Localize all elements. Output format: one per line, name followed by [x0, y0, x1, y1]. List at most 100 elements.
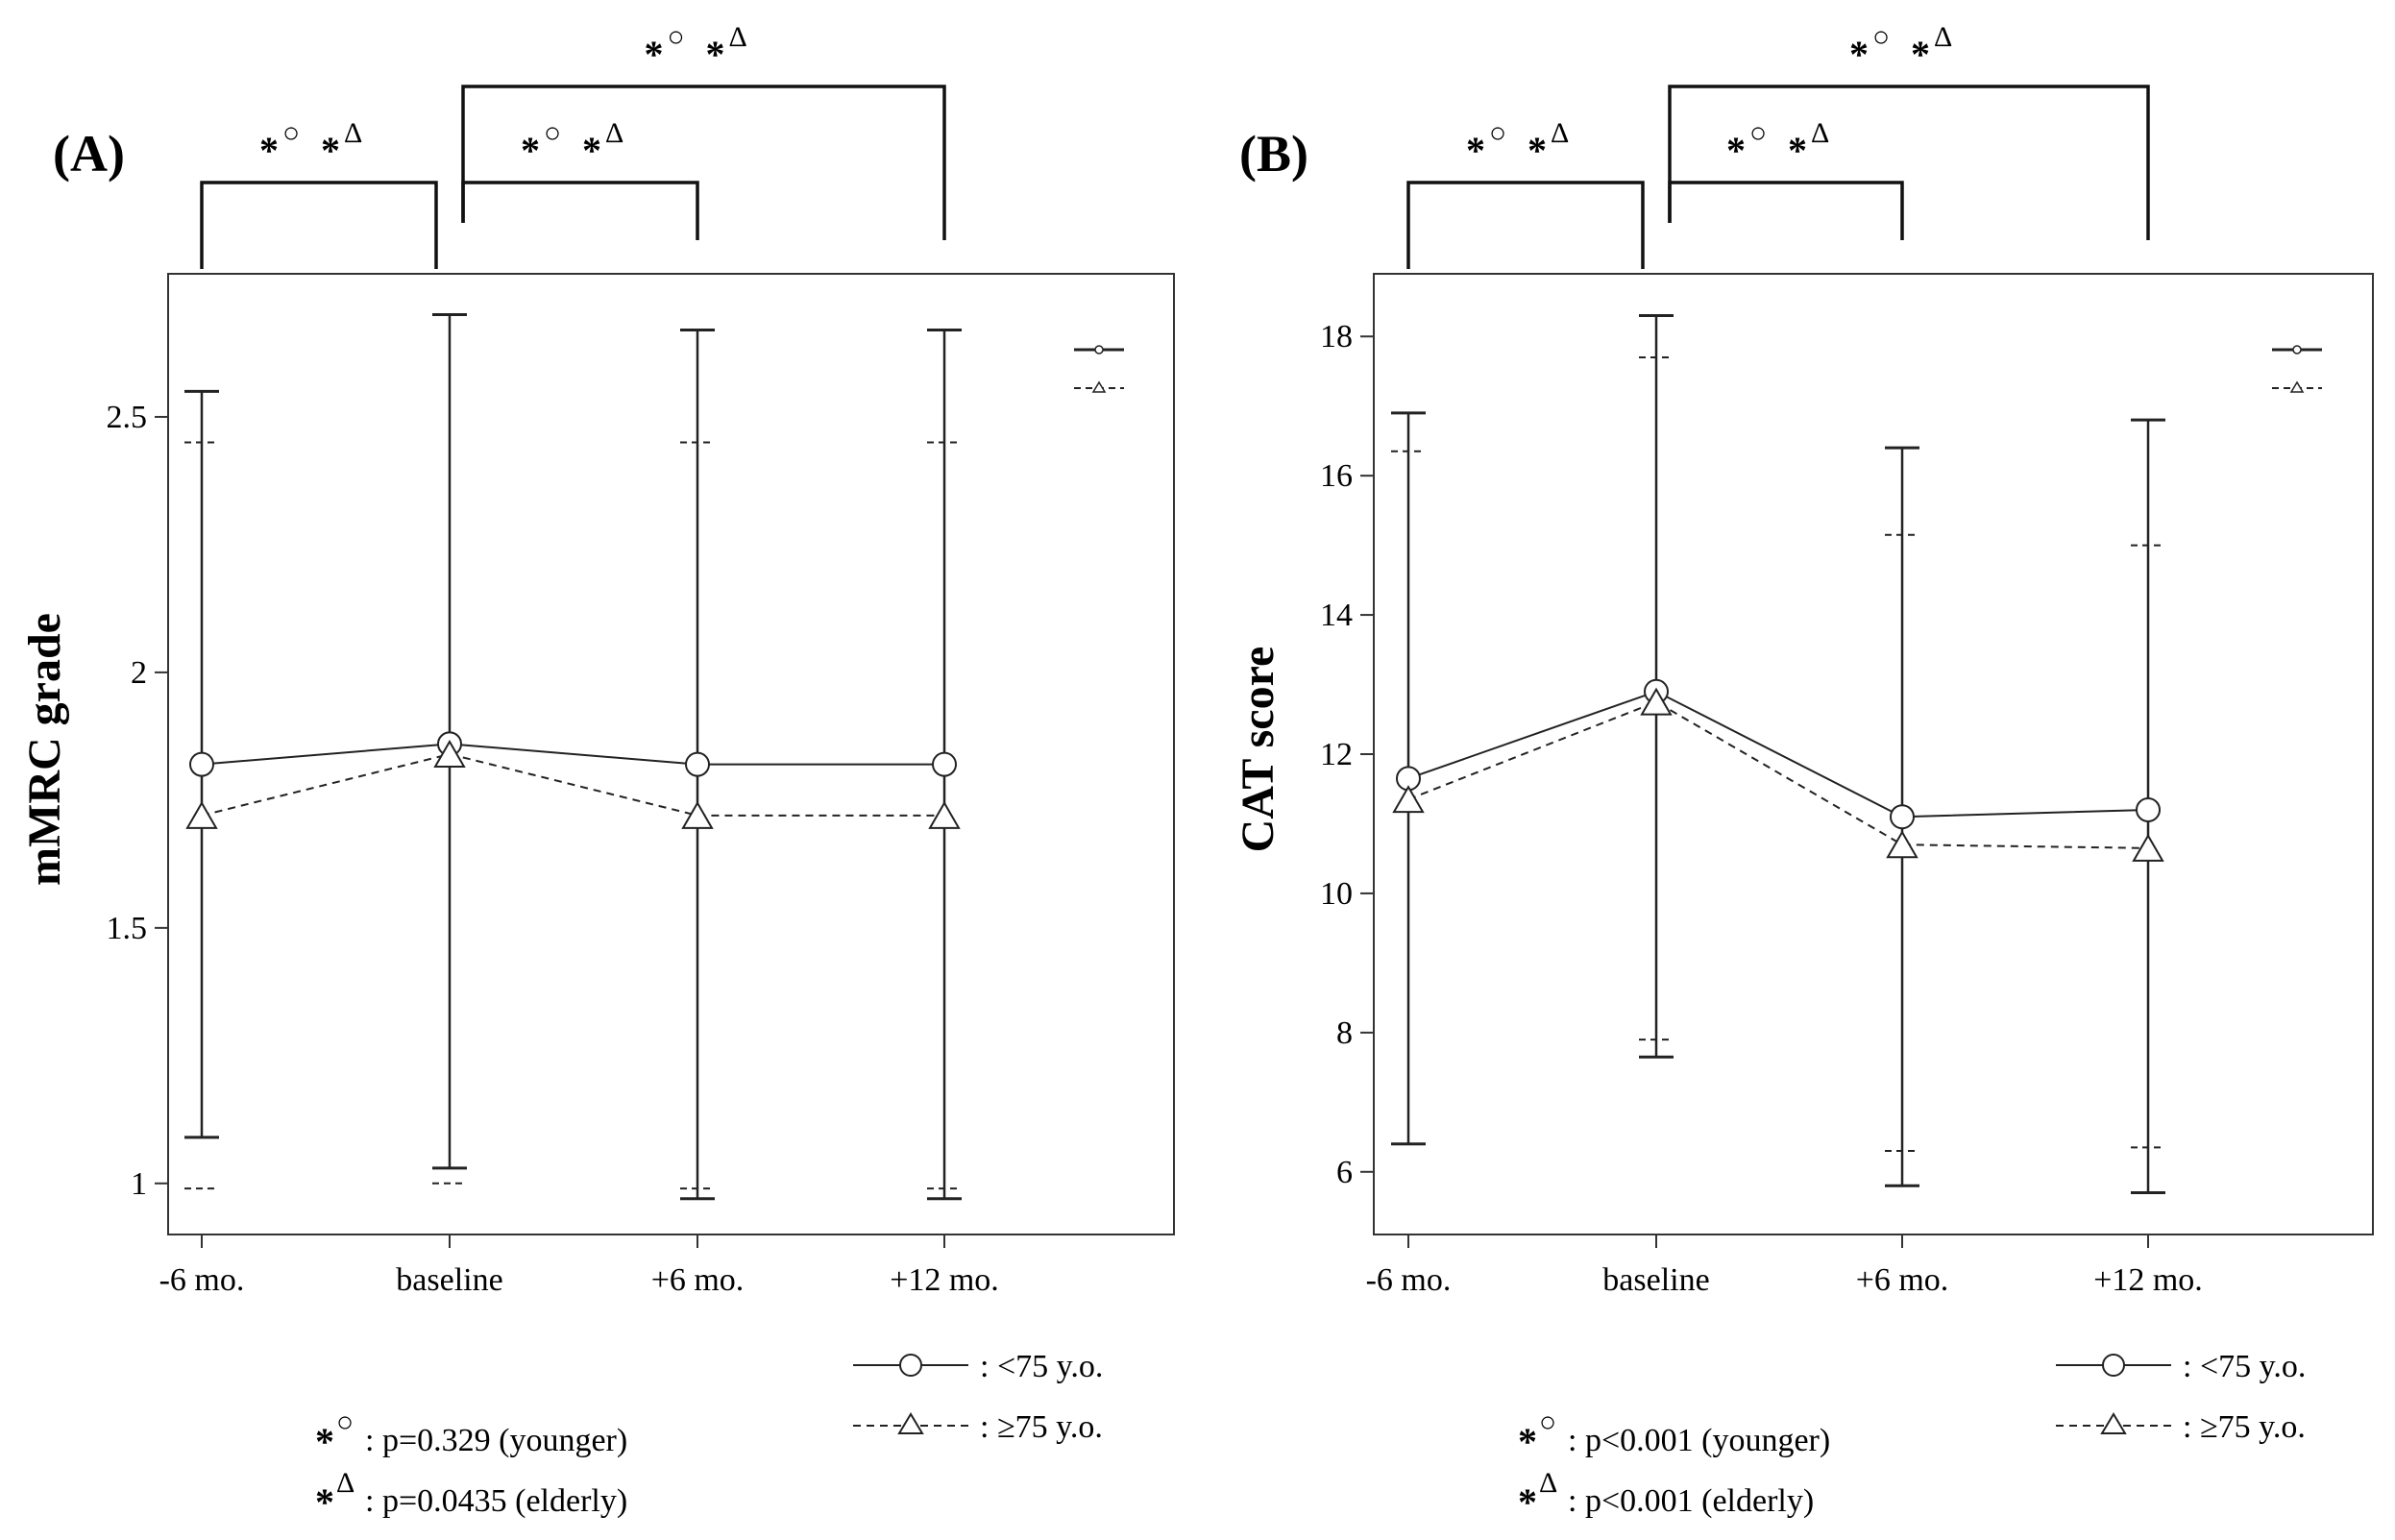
star-glyph: * [1911, 33, 1930, 76]
legend-marker-circle [2102, 1354, 2125, 1377]
footnote-star: * [315, 1420, 334, 1463]
data-point-triangle [928, 800, 961, 829]
y-tick-label: 12 [1320, 737, 1353, 772]
footnote-star: * [1518, 1420, 1537, 1463]
significance-label: * ○ * Δ [1466, 117, 1569, 172]
significance-label: * ○ * Δ [1849, 21, 1952, 76]
star-glyph: * [321, 129, 340, 172]
y-tick-label: 1.5 [107, 911, 148, 946]
panel-b: (B) CAT score 6 8 10 12 14 16 18 -6 mo. baseline +6… [1233, 21, 2374, 1524]
star-glyph: * [1726, 129, 1746, 172]
data-point-circle [1890, 804, 1915, 830]
delta-superscript: Δ [344, 117, 362, 149]
footnote-younger: : p=0.329 (younger) [365, 1423, 627, 1458]
significance-label: * ○ * Δ [1726, 117, 1829, 172]
panel-label: (B) [1239, 125, 1308, 183]
data-point-triangle [2132, 833, 2164, 862]
delta-superscript: Δ [729, 21, 747, 53]
significance-bracket [461, 181, 699, 240]
legend-label-younger: : <75 y.o. [980, 1349, 1103, 1384]
y-axis-label: CAT score [1233, 647, 1283, 853]
series-line [201, 752, 944, 817]
data-point-triangle [185, 800, 218, 829]
series-line [1407, 690, 2149, 819]
circle-superscript: ○ [668, 21, 685, 53]
star-glyph: * [259, 129, 279, 172]
footnote-elderly: : p=0.0435 (elderly) [365, 1483, 627, 1519]
star-glyph: * [1527, 129, 1547, 172]
legend-marker-circle [899, 1354, 922, 1377]
star-glyph: * [521, 129, 540, 172]
data-point-circle [685, 751, 710, 777]
x-tick-label: -6 mo. [159, 1262, 245, 1298]
series-line [201, 743, 944, 766]
y-tick-label: 1 [131, 1166, 147, 1202]
x-tick-label: baseline [1602, 1262, 1709, 1298]
delta-superscript: Δ [605, 117, 623, 149]
data-point-circle [932, 751, 957, 777]
y-tick-label: 14 [1320, 598, 1353, 633]
data-point-triangle [433, 739, 466, 768]
data-point-circle [2136, 796, 2161, 822]
circle-superscript: ○ [282, 117, 300, 149]
plot-frame [167, 273, 1175, 1235]
x-tick-label: +12 mo. [2093, 1262, 2203, 1298]
legend-label-younger: : <75 y.o. [2183, 1349, 2306, 1384]
circle-superscript: ○ [544, 117, 561, 149]
significance-label: * ○ * Δ [645, 21, 747, 76]
significance-bracket [1406, 181, 1645, 269]
delta-superscript: Δ [1551, 117, 1569, 149]
circle-superscript: ○ [1489, 117, 1506, 149]
footnote-star: * [1518, 1480, 1537, 1524]
mini-legend-triangle [1091, 380, 1107, 393]
star-glyph: * [582, 129, 601, 172]
significance-bracket [200, 181, 438, 269]
star-glyph: * [645, 33, 664, 76]
significance-bracket [461, 85, 946, 240]
legend-label-elderly: : ≥75 y.o. [980, 1409, 1103, 1445]
mini-legend-triangle [2289, 380, 2305, 393]
panel-a: (A) mMRC grade 1 1.5 2 2.5 -6 mo. baseline +6 mo… [19, 21, 1175, 1524]
y-tick-label: 16 [1320, 458, 1353, 494]
y-tick-label: 8 [1336, 1015, 1353, 1051]
data-point-triangle [1640, 687, 1673, 716]
x-tick-label: +6 mo. [651, 1262, 745, 1298]
star-glyph: * [1788, 129, 1807, 172]
series-line [1407, 700, 2149, 849]
star-glyph: * [1849, 33, 1869, 76]
y-axis-label: mMRC grade [19, 613, 70, 886]
mini-legend-circle [2292, 345, 2302, 354]
y-tick-label: 18 [1320, 319, 1353, 354]
data-point-triangle [1886, 830, 1918, 859]
significance-label: * ○ * Δ [521, 117, 623, 172]
panel-label: (A) [53, 125, 125, 183]
significance-bracket [1668, 85, 2150, 240]
y-tick-label: 2 [131, 655, 147, 691]
data-point-triangle [681, 800, 714, 829]
significance-bracket [1668, 181, 1904, 240]
circle-superscript: ○ [1749, 117, 1767, 149]
x-tick-label: +6 mo. [1856, 1262, 1949, 1298]
y-tick-label: 10 [1320, 876, 1353, 912]
footnote-younger: : p<0.001 (younger) [1568, 1423, 1830, 1458]
legend-marker-triangle [2100, 1412, 2127, 1434]
legend-marker-triangle [897, 1412, 924, 1434]
x-tick-label: baseline [396, 1262, 502, 1298]
x-tick-label: +12 mo. [890, 1262, 999, 1298]
footnote-star: * [315, 1480, 334, 1524]
mini-legend-circle [1094, 345, 1104, 354]
data-point-circle [189, 751, 214, 777]
data-point-triangle [1392, 785, 1425, 814]
y-tick-label: 6 [1336, 1155, 1353, 1190]
footnote-elderly: : p<0.001 (elderly) [1568, 1483, 1814, 1519]
star-glyph: * [1466, 129, 1485, 172]
footnote-delta-superscript: Δ [336, 1467, 354, 1499]
significance-label: * ○ * Δ [259, 117, 362, 172]
footnote-circle-superscript: ○ [1539, 1406, 1556, 1438]
delta-superscript: Δ [1811, 117, 1829, 149]
star-glyph: * [706, 33, 725, 76]
legend-label-elderly: : ≥75 y.o. [2183, 1409, 2306, 1445]
delta-superscript: Δ [1934, 21, 1952, 53]
circle-superscript: ○ [1872, 21, 1890, 53]
x-tick-label: -6 mo. [1366, 1262, 1452, 1298]
